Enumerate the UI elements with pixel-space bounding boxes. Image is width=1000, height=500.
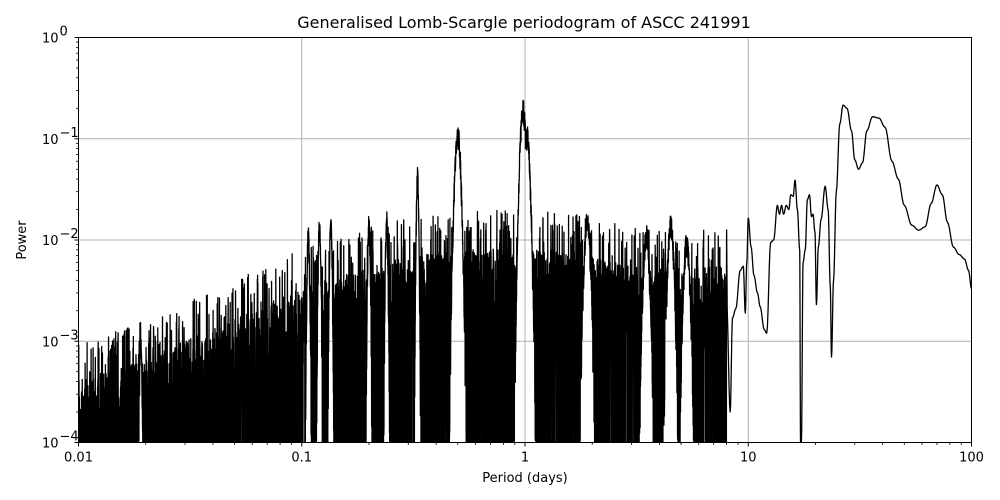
x-axis-ticks: 0.01 0.1 1 10 100 [64, 442, 984, 466]
y-tick-exponent: −3 [60, 328, 79, 343]
y-tick-label: 10 [42, 234, 59, 249]
y-axis-label: Power [15, 220, 30, 260]
y-tick-exponent: 0 [60, 25, 68, 40]
x-tick-label: 100 [959, 451, 984, 466]
x-tick-label: 1 [521, 451, 529, 466]
x-axis-label: Period (days) [482, 471, 568, 486]
x-tick-label: 10 [740, 451, 757, 466]
y-tick-label: 10 [42, 437, 59, 452]
y-tick-exponent: −1 [60, 126, 79, 141]
power-line [78, 99, 972, 443]
y-tick-label: 10 [42, 335, 59, 350]
x-tick-label: 0.1 [291, 451, 312, 466]
y-tick-exponent: −2 [60, 227, 79, 242]
periodogram-curve [78, 99, 972, 443]
y-tick-label: 10 [42, 32, 59, 47]
x-tick-label: 0.01 [64, 451, 93, 466]
chart-title: Generalised Lomb-Scargle periodogram of … [297, 13, 751, 32]
y-tick-label: 10 [42, 133, 59, 148]
y-tick-exponent: −4 [60, 430, 79, 445]
